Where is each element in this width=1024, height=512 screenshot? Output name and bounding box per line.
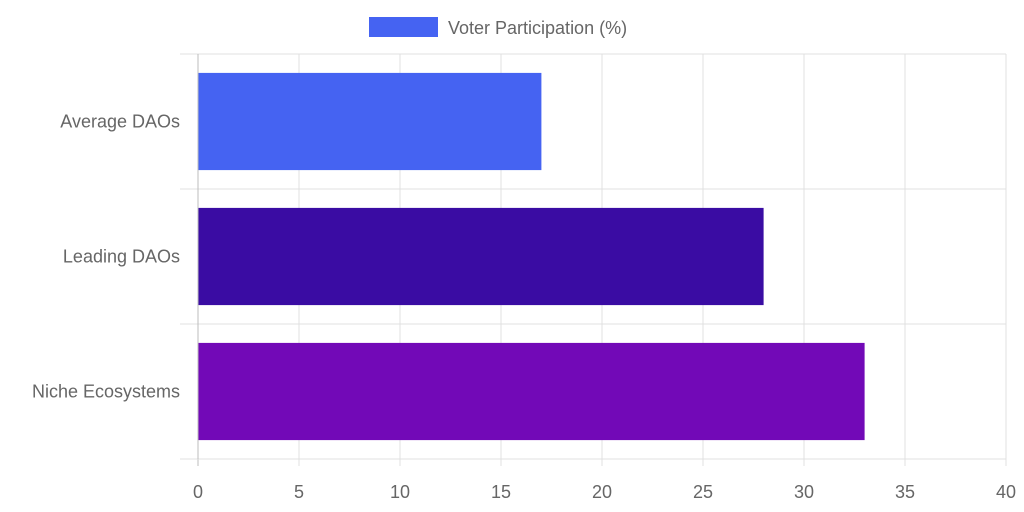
x-tick-label: 35 <box>895 482 915 502</box>
x-tick-label: 25 <box>693 482 713 502</box>
bar-average-daos[interactable] <box>198 72 542 171</box>
x-tick-label: 40 <box>996 482 1016 502</box>
x-tick-label: 10 <box>390 482 410 502</box>
x-tick-label: 30 <box>794 482 814 502</box>
x-tick-label: 0 <box>193 482 203 502</box>
x-tick-label: 20 <box>592 482 612 502</box>
legend-swatch <box>369 17 438 37</box>
category-label: Niche Ecosystems <box>32 382 180 402</box>
x-tick-label: 5 <box>294 482 304 502</box>
legend-label: Voter Participation (%) <box>448 18 627 38</box>
category-label: Leading DAOs <box>63 247 180 267</box>
legend[interactable]: Voter Participation (%) <box>369 17 627 38</box>
category-label: Average DAOs <box>60 112 180 132</box>
labels: 0 5 10 15 20 25 30 35 40 Average DAOs Leading DAOs… <box>32 112 1016 503</box>
x-tick-label: 15 <box>491 482 511 502</box>
bars <box>198 72 865 441</box>
bar-niche-ecosystems[interactable] <box>198 342 865 441</box>
bar-leading-daos[interactable] <box>198 207 764 306</box>
